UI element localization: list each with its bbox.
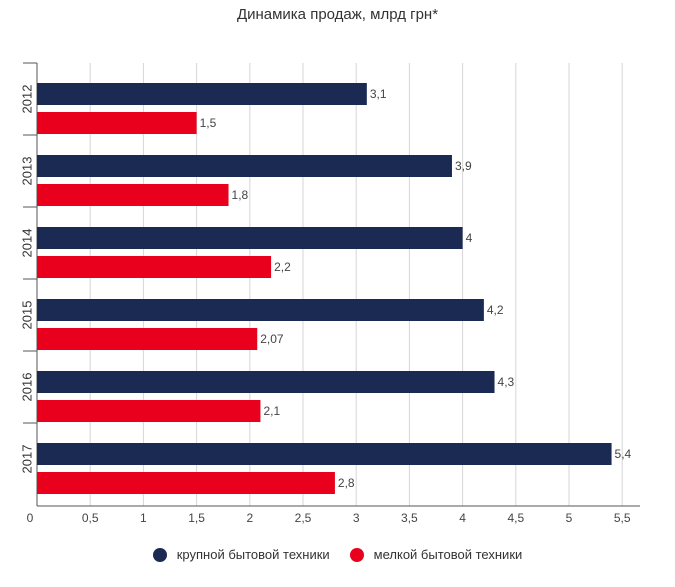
legend: крупной бытовой техники мелкой бытовой т…	[0, 547, 675, 562]
bar-chart: 3,11,53,91,842,24,22,074,32,15,42,8 2012…	[20, 62, 640, 525]
bar-large-appliances	[37, 155, 452, 177]
y-category-label: 2014	[20, 229, 35, 258]
legend-item-small-appliances: мелкой бытовой техники	[349, 547, 523, 562]
x-tick-label: 5	[566, 511, 573, 525]
legend-label-small-appliances: мелкой бытовой техники	[373, 547, 523, 562]
bar-large-appliances	[37, 443, 612, 465]
x-tick-label: 0,5	[82, 511, 99, 525]
legend-item-large-appliances: крупной бытовой техники	[152, 547, 330, 562]
data-label: 2,2	[274, 260, 291, 274]
bar-small-appliances	[37, 400, 261, 422]
x-tick-label: 3,5	[401, 511, 418, 525]
x-axis-ticks: 0 0,5 1 1,5 2 2,5 3 3,5 4 4,5 5 5,5	[27, 511, 631, 525]
x-tick-label: 2,5	[295, 511, 312, 525]
bar-small-appliances	[37, 472, 335, 494]
data-label: 4,2	[487, 303, 504, 317]
x-tick-label: 1	[140, 511, 147, 525]
x-tick-label: 0	[27, 511, 34, 525]
y-axis-labels: 2012 2013 2014 2015 2016 2017	[20, 85, 35, 474]
data-label: 4	[466, 231, 473, 245]
data-label: 1,8	[232, 188, 249, 202]
legend-label-large-appliances: крупной бытовой техники	[176, 547, 330, 562]
chart-title: Динамика продаж, млрд грн*	[236, 6, 439, 23]
data-label: 3,1	[370, 87, 387, 101]
bar-large-appliances	[37, 371, 495, 393]
x-tick-label: 3	[353, 511, 360, 525]
grid-lines	[23, 62, 640, 507]
x-tick-label: 2	[246, 511, 253, 525]
bar-small-appliances	[37, 328, 258, 350]
bars: 3,1 1,5 3,9 1,8 4 2,2 4,2 2,07 4,3 2,1 5,4 2,8	[37, 83, 632, 494]
bar-large-appliances	[37, 299, 484, 321]
x-tick-label: 4	[459, 511, 466, 525]
data-label: 2,07	[260, 332, 284, 346]
legend-marker-large-appliances	[152, 547, 167, 562]
y-category-label: 2012	[20, 85, 35, 114]
y-category-label: 2013	[20, 157, 35, 186]
y-category-label: 2016	[20, 373, 35, 402]
bar-large-appliances	[37, 83, 367, 105]
data-label: 2,1	[263, 404, 280, 418]
x-tick-label: 5,5	[614, 511, 631, 525]
x-tick-label: 1,5	[188, 511, 205, 525]
legend-marker-small-appliances	[349, 547, 364, 562]
x-tick-label: 4,5	[507, 511, 524, 525]
data-label: 2,8	[338, 476, 355, 490]
bar-small-appliances	[37, 112, 197, 134]
y-category-label: 2017	[20, 445, 35, 474]
data-label: 1,5	[200, 116, 217, 130]
y-category-label: 2015	[20, 301, 35, 330]
bar-large-appliances	[37, 227, 463, 249]
bar-small-appliances	[37, 184, 229, 206]
data-label: 4,3	[498, 375, 515, 389]
bar-small-appliances	[37, 256, 272, 278]
data-label: 3,9	[455, 159, 472, 173]
data-label: 5,4	[615, 447, 632, 461]
